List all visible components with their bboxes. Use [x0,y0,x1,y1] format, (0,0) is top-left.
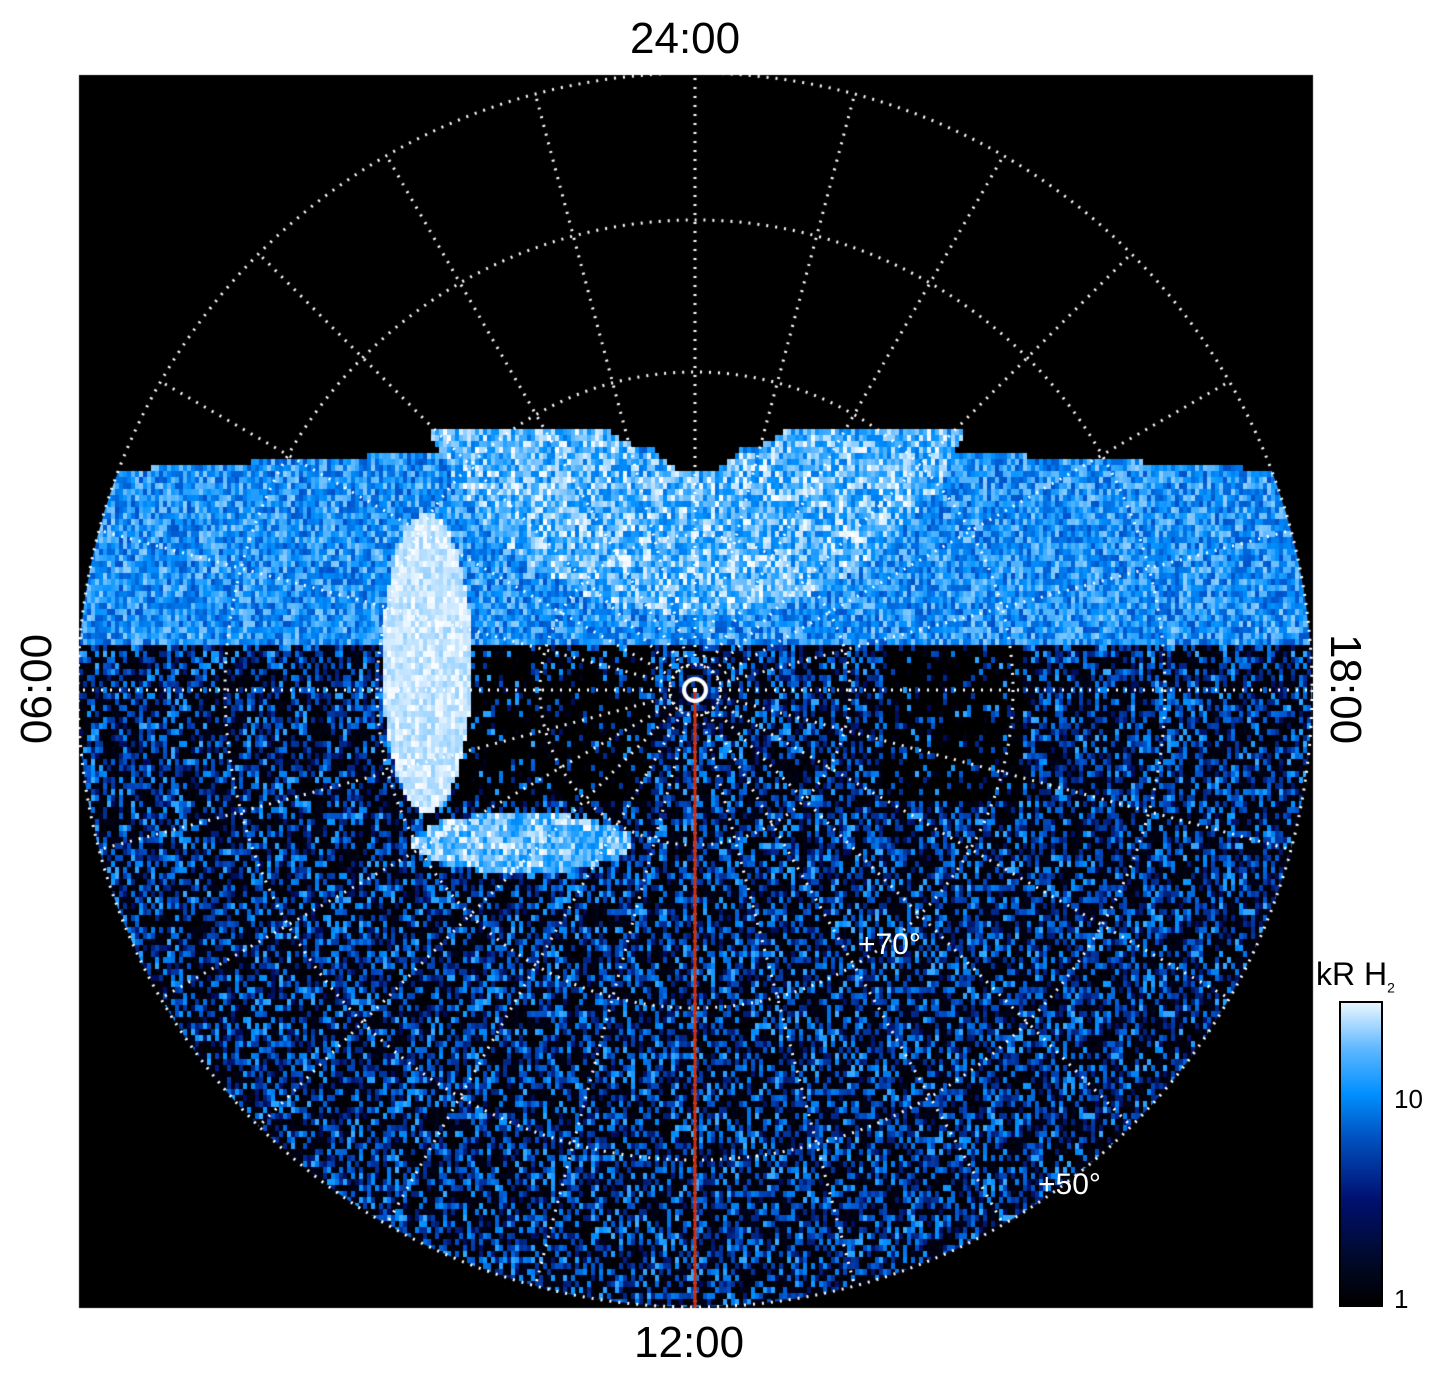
colorbar [1339,1001,1383,1307]
colorbar-subscript: 2 [1387,979,1395,996]
label-18h: 18:00 [1321,633,1371,745]
latitude-label-70: +70° [858,928,921,961]
colorbar-unit: kR H [1316,956,1388,992]
colorbar-tick-1: 1 [1394,1284,1409,1314]
colorbar-tick-10: 10 [1394,1084,1423,1114]
label-06h: 06:00 [12,633,62,745]
label-12h: 12:00 [634,1318,745,1367]
colorbar-title: kR H2 [1316,956,1395,995]
label-24h: 24:00 [630,14,741,63]
latitude-label-50: +50° [1038,1168,1101,1201]
